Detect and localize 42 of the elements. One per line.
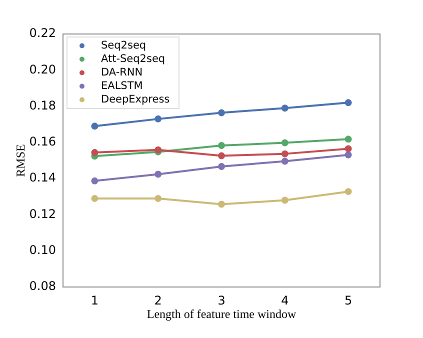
point [91, 149, 98, 156]
y-tick-label: 0.22 [29, 26, 56, 40]
point [218, 152, 225, 160]
x-tick-label: 5 [344, 293, 352, 308]
x-axis-title: Length of feature time window [146, 306, 296, 321]
point [281, 150, 288, 158]
legend-label: Att-Seq2seq [101, 52, 166, 65]
point [91, 194, 98, 202]
x-tick-label: 2 [154, 293, 162, 308]
y-tick-label: 0.20 [29, 62, 56, 76]
y-tick-label: 0.16 [29, 134, 56, 149]
y-tick-label: 0.14 [29, 170, 56, 185]
point [344, 145, 352, 152]
point [154, 115, 162, 122]
y-tick-label: 0.08 [29, 279, 56, 294]
point [218, 162, 225, 170]
y-tick-label: 0.18 [29, 98, 56, 112]
x-tick-label: 1 [90, 293, 99, 308]
x-tick-label: 3 [218, 293, 226, 308]
point [344, 99, 352, 106]
legend-label: DA-RNN [101, 66, 143, 78]
y-axis-title: RMSE [13, 144, 28, 177]
x-tick-label: 4 [281, 293, 289, 308]
point [281, 139, 288, 146]
point [218, 142, 225, 149]
legend-label: Seq2seq [101, 39, 146, 52]
point [91, 177, 98, 184]
y-tick-label: 0.12 [29, 206, 56, 221]
point [281, 104, 288, 112]
point [218, 200, 225, 208]
point [154, 170, 162, 178]
point [281, 158, 288, 165]
point [344, 188, 352, 196]
point [154, 194, 162, 202]
legend-label: EALSTM [101, 80, 143, 92]
legend-label: DeepExpress [101, 93, 170, 106]
y-tick-label: 0.10 [29, 242, 56, 257]
point [344, 136, 352, 143]
point [218, 109, 225, 116]
point [91, 122, 98, 130]
point [344, 151, 352, 158]
point [281, 196, 288, 204]
